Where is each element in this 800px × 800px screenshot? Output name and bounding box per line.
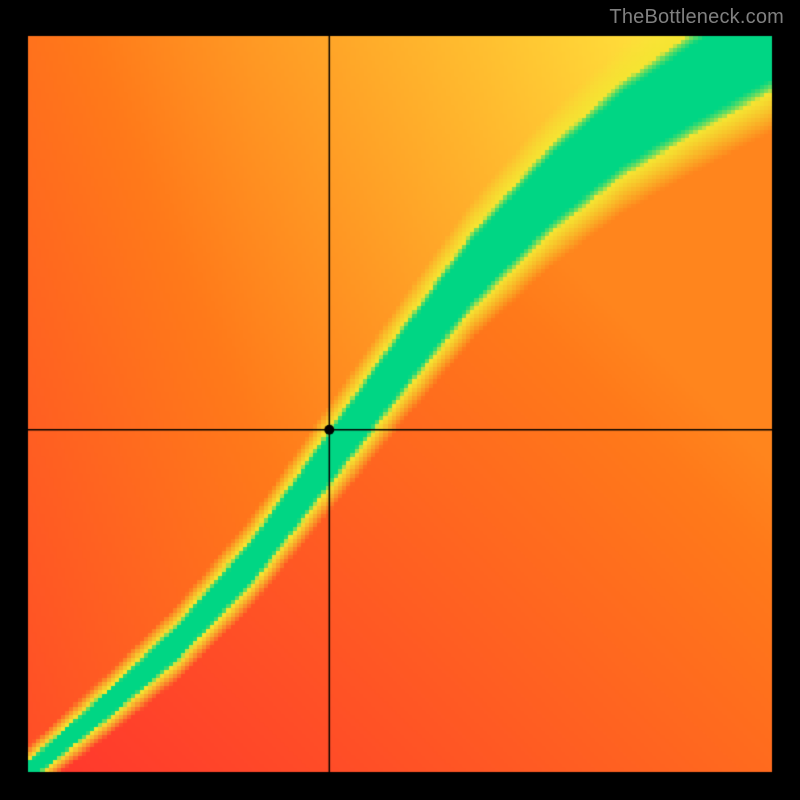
watermark-text: TheBottleneck.com: [609, 6, 784, 29]
chart-container: TheBottleneck.com: [0, 0, 800, 800]
bottleneck-heatmap-canvas: [0, 0, 800, 800]
